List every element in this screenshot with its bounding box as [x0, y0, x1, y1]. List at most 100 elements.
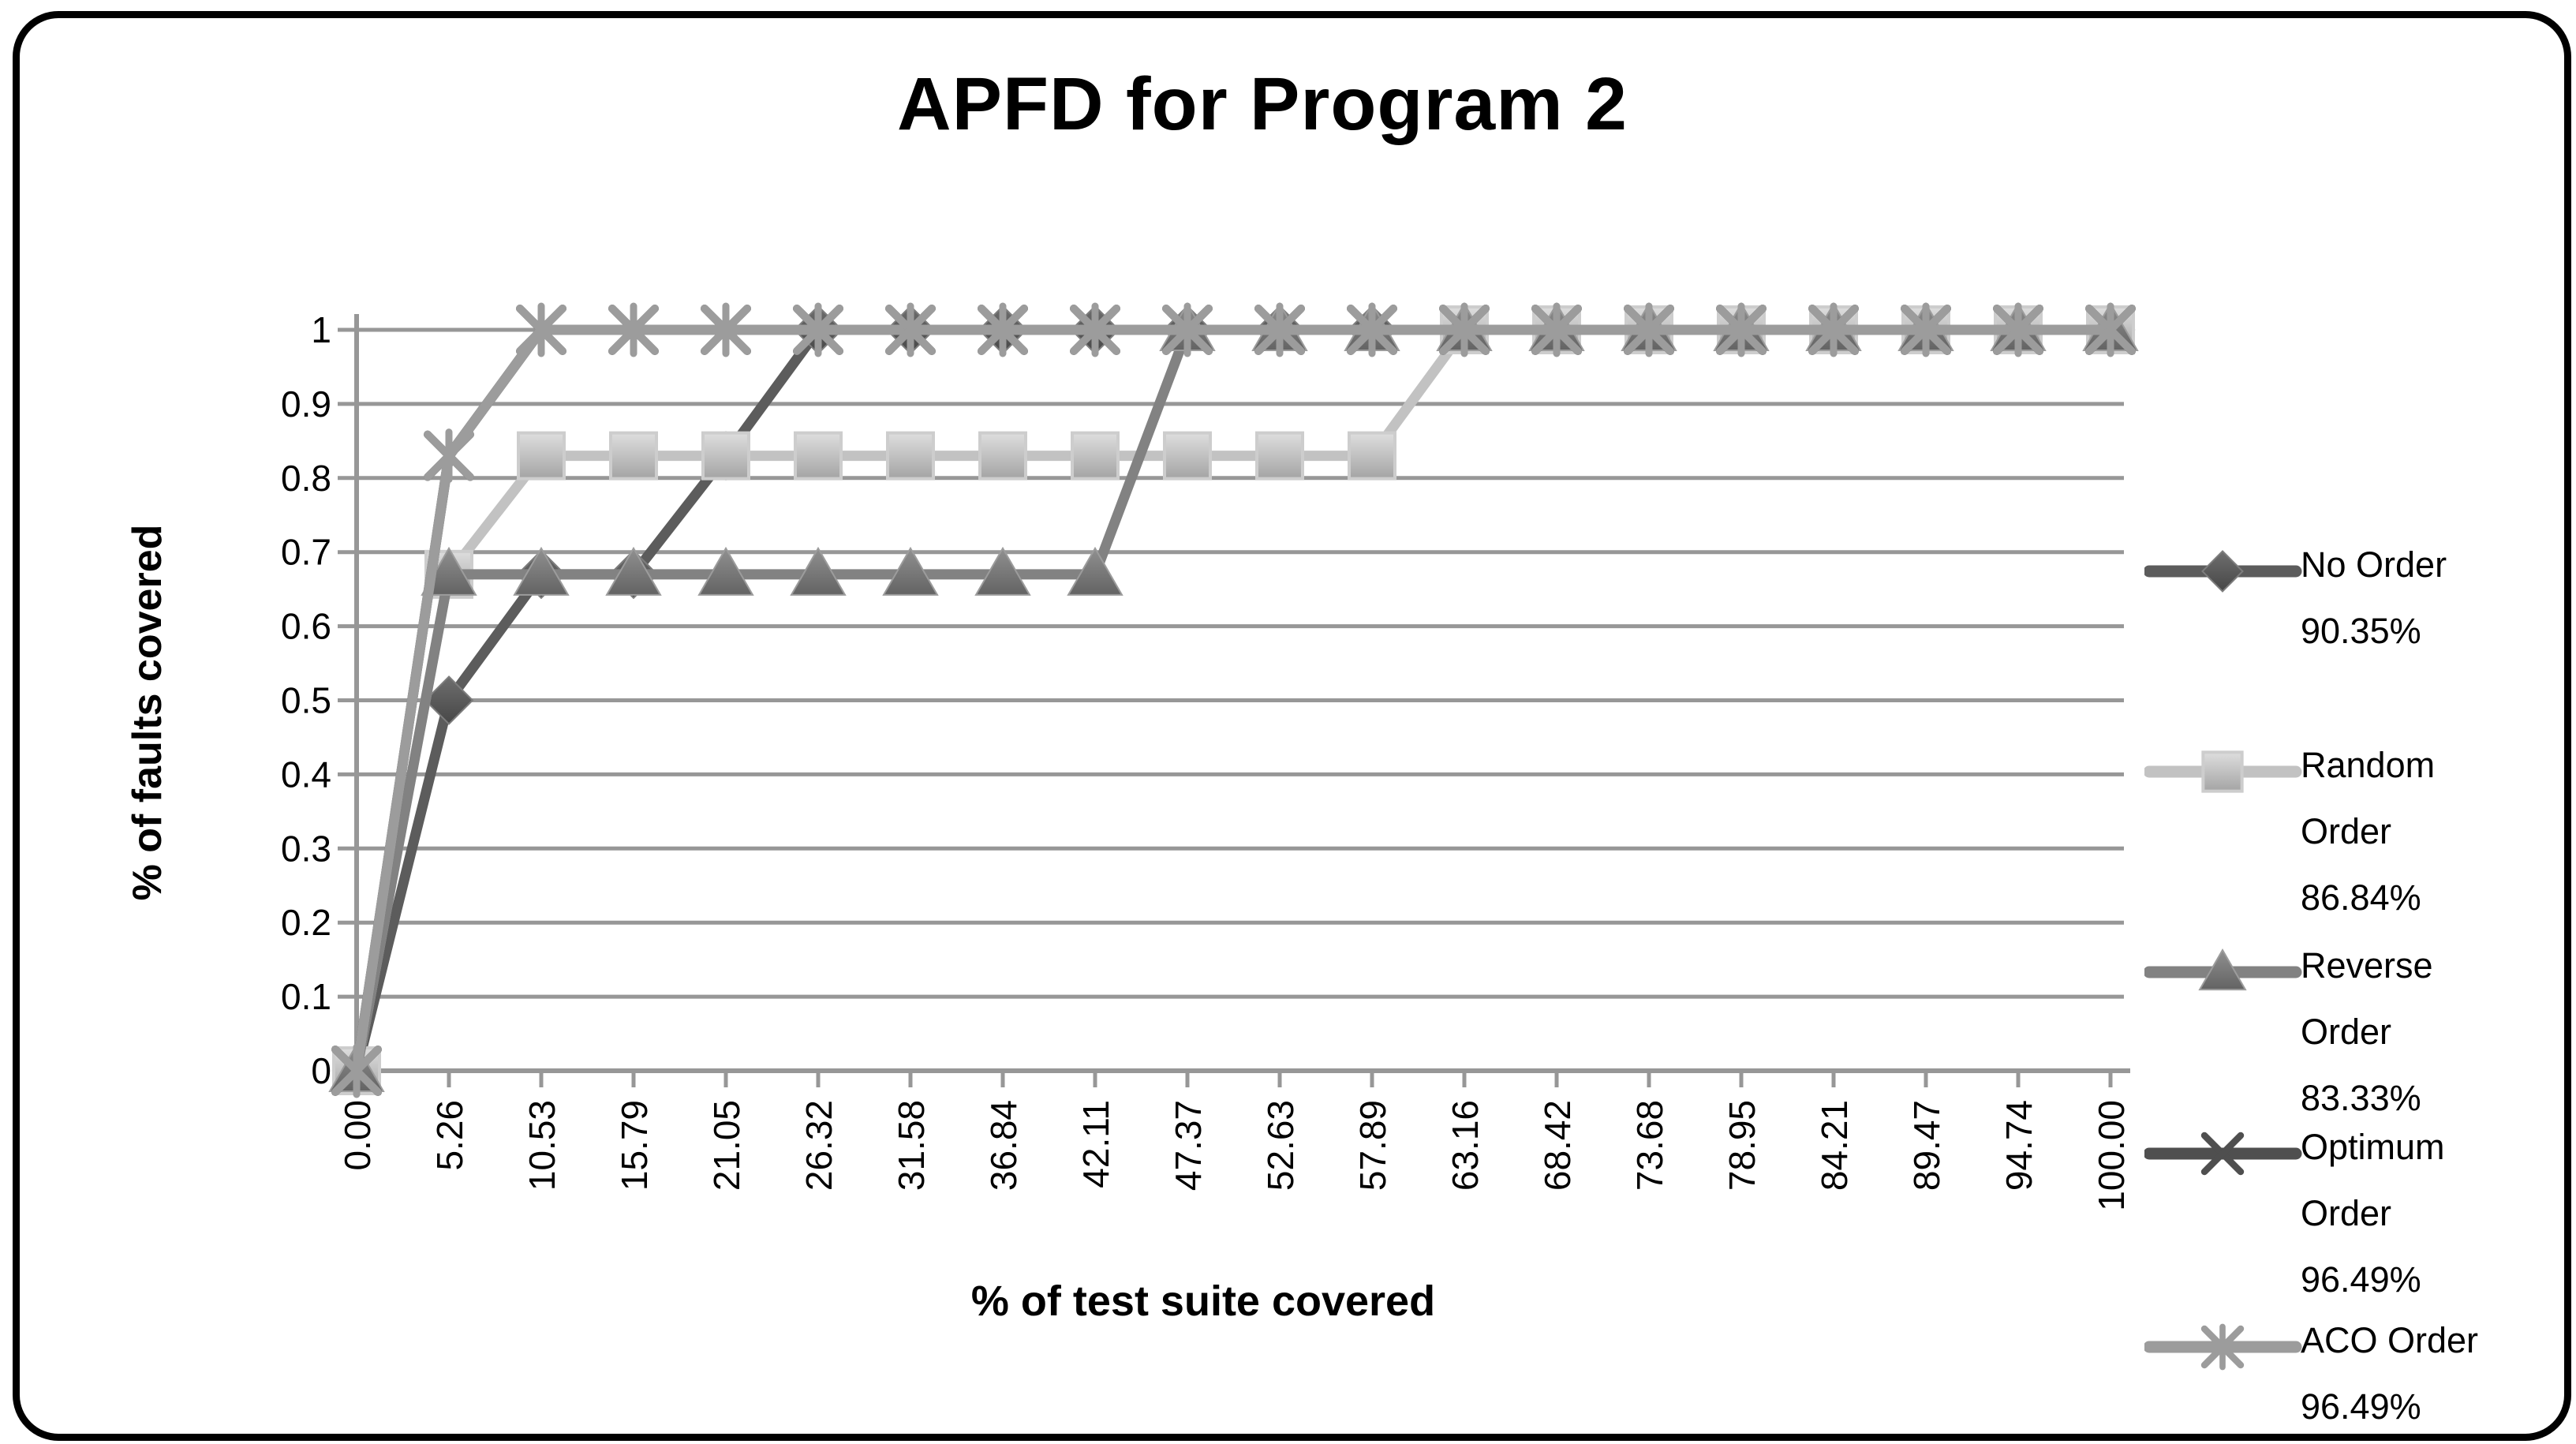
axes-layer: [338, 314, 2130, 1087]
marker-asterisk-icon: [424, 428, 474, 484]
y-tick-label: 0.6: [281, 606, 331, 647]
y-tick-label: 0.7: [281, 532, 331, 573]
marker-asterisk-icon: [2200, 1323, 2245, 1371]
marker-asterisk-icon: [1531, 302, 1582, 357]
marker-triangle-icon: [790, 546, 847, 596]
y-tick-label: 0.2: [281, 902, 331, 943]
marker-square-icon: [1071, 431, 1120, 481]
chart-title: APFD for Program 2: [897, 62, 1628, 146]
y-tick-label: 0.9: [281, 383, 331, 425]
marker-diamond-icon: [424, 675, 474, 725]
x-tick-label: 78.95: [1722, 1100, 1763, 1191]
legend: No Order 90.35% Random Order 86.84% Reverse Or…: [2138, 260, 2564, 1427]
legend-label-line: No Order: [2301, 544, 2447, 585]
x-tick-label: 100.00: [2091, 1100, 2132, 1211]
x-tick-label: 5.26: [429, 1100, 470, 1171]
marker-asterisk-icon: [701, 302, 751, 357]
marker-square-icon: [517, 431, 566, 481]
y-tick-label: 1: [311, 309, 331, 350]
marker-square-icon: [701, 431, 750, 481]
marker-asterisk-icon: [1070, 302, 1120, 357]
marker-square-icon: [609, 431, 658, 481]
legend-label-line: Order: [2301, 1012, 2392, 1052]
x-tick-label: 31.58: [891, 1100, 932, 1191]
x-tick-label: 0.00: [337, 1100, 378, 1171]
marker-x-icon: [2200, 1132, 2245, 1176]
x-tick-label: 10.53: [522, 1100, 563, 1191]
y-tick-label: 0.8: [281, 458, 331, 499]
marker-asterisk-icon: [885, 302, 936, 357]
legend-label-line: Optimum: [2301, 1127, 2445, 1167]
marker-triangle-icon: [882, 546, 939, 596]
tick-labels-layer: 0 0.1 0.2 0.3 0.4 0.5 0.6 0.7 0.8 0.9 1 0.00 5.26 10.…: [281, 309, 2132, 1211]
marker-asterisk-icon: [516, 302, 566, 357]
series-layer: [328, 301, 2139, 1098]
legend-swatch-triangle-icon: [2144, 948, 2302, 991]
marker-asterisk-icon: [1993, 302, 2043, 357]
legend-label-line: Order: [2301, 811, 2392, 851]
x-tick-label: 73.68: [1629, 1100, 1670, 1191]
legend-swatch-diamond-icon: [2144, 550, 2302, 593]
x-tick-label: 68.42: [1537, 1100, 1578, 1191]
legend-swatch-x-icon: [2144, 1132, 2302, 1176]
marker-square-icon: [2201, 750, 2244, 793]
x-tick-label: 89.47: [1906, 1100, 1947, 1191]
marker-asterisk-icon: [2085, 302, 2136, 357]
x-tick-label: 21.05: [706, 1100, 747, 1191]
marker-asterisk-icon: [1254, 302, 1305, 357]
legend-swatch-asterisk-icon: [2144, 1323, 2302, 1371]
marker-square-icon: [1348, 431, 1396, 481]
legend-swatch-square-icon: [2144, 750, 2302, 793]
marker-asterisk-icon: [1808, 302, 1859, 357]
marker-triangle-icon: [697, 546, 754, 596]
marker-triangle-icon: [605, 546, 662, 596]
marker-triangle-icon: [1067, 546, 1123, 596]
legend-label-line: 86.84%: [2301, 877, 2421, 918]
y-tick-label: 0.4: [281, 754, 331, 795]
marker-asterisk-icon: [978, 302, 1028, 357]
legend-entry-label: No Order 90.35%: [2301, 532, 2564, 664]
x-tick-label: 47.37: [1168, 1100, 1209, 1191]
y-tick-label: 0: [311, 1050, 331, 1091]
legend-label-line: Order: [2301, 1193, 2392, 1233]
x-tick-label: 36.84: [983, 1100, 1024, 1191]
gridlines-layer: [357, 327, 2124, 999]
marker-diamond-icon: [2201, 550, 2244, 593]
marker-square-icon: [1255, 431, 1304, 481]
y-tick-label: 0.3: [281, 828, 331, 869]
legend-label-line: 83.33%: [2301, 1078, 2421, 1118]
y-tick-label: 0.5: [281, 680, 331, 721]
legend-label-line: Reverse: [2301, 945, 2433, 986]
legend-entry-label: Reverse Order 83.33%: [2301, 933, 2564, 1132]
x-tick-label: 42.11: [1075, 1100, 1116, 1188]
x-tick-label: 84.21: [1814, 1100, 1855, 1191]
legend-label-line: 96.49%: [2301, 1386, 2421, 1427]
marker-square-icon: [1163, 431, 1212, 481]
marker-asterisk-icon: [1162, 302, 1213, 357]
legend-entry-label: Optimum Order 96.49%: [2301, 1114, 2564, 1313]
legend-label-line: 90.35%: [2301, 611, 2421, 651]
marker-asterisk-icon: [1439, 302, 1490, 357]
marker-triangle-icon: [513, 546, 570, 596]
marker-triangle-icon: [2198, 948, 2247, 991]
x-tick-label: 57.89: [1352, 1100, 1393, 1191]
x-axis-title: % of test suite covered: [970, 1278, 1436, 1325]
legend-label-line: 96.49%: [2301, 1259, 2421, 1300]
x-tick-label: 15.79: [614, 1100, 655, 1191]
legend-entry-label: ACO Order 96.49%: [2301, 1307, 2564, 1440]
marker-square-icon: [794, 431, 843, 481]
marker-asterisk-icon: [1716, 302, 1767, 357]
marker-asterisk-icon: [331, 1043, 382, 1098]
legend-label-line: ACO Order: [2301, 1320, 2479, 1360]
marker-triangle-icon: [974, 546, 1031, 596]
x-tick-label: 52.63: [1260, 1100, 1301, 1191]
series-line-aco-order: [351, 324, 2116, 1076]
marker-asterisk-icon: [793, 302, 843, 357]
y-tick-label: 0.1: [281, 976, 331, 1017]
marker-square-icon: [978, 431, 1027, 481]
marker-asterisk-icon: [608, 302, 659, 357]
marker-asterisk-icon: [1347, 302, 1397, 357]
marker-square-icon: [886, 431, 935, 481]
marker-asterisk-icon: [1624, 302, 1674, 357]
